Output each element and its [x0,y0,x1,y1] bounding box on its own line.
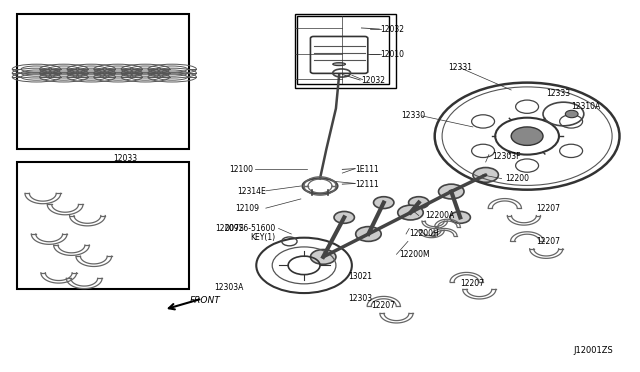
Text: 12200A: 12200A [425,211,454,220]
Text: J12001ZS: J12001ZS [573,346,613,355]
Text: 12303F: 12303F [492,152,520,161]
Text: 12109: 12109 [236,203,259,213]
Text: 12010: 12010 [381,51,404,60]
Bar [297,16,390,84]
Ellipse shape [333,62,346,65]
Text: 12032: 12032 [381,25,404,33]
Circle shape [511,127,543,145]
Circle shape [438,184,464,199]
Text: 12033: 12033 [113,154,138,163]
Text: 12330: 12330 [401,111,425,121]
Circle shape [473,167,499,182]
Text: 12207: 12207 [460,279,484,288]
Text: 12111: 12111 [355,180,379,189]
Text: 12314E: 12314E [237,187,266,196]
Text: 12200: 12200 [505,174,529,183]
Text: 12200M: 12200M [399,250,430,259]
Circle shape [450,211,470,223]
Text: 12207: 12207 [537,203,561,213]
Text: 12303: 12303 [349,294,372,303]
Text: 12333: 12333 [546,89,570,98]
Text: 12310A: 12310A [572,102,601,111]
Text: 12100: 12100 [229,165,253,174]
Bar [17,14,189,149]
Circle shape [565,110,578,118]
Text: 00926-51600: 00926-51600 [224,224,275,233]
Circle shape [397,205,423,220]
Text: 12032: 12032 [362,76,385,85]
Text: 1E111: 1E111 [355,165,379,174]
Circle shape [408,197,429,209]
Text: KEY(1): KEY(1) [250,233,275,242]
Text: 12303A: 12303A [214,283,244,292]
Text: 12207: 12207 [537,237,561,246]
Circle shape [310,250,336,264]
Bar [294,14,396,88]
Circle shape [356,227,381,241]
Text: 12331: 12331 [448,63,472,72]
Text: 12200H: 12200H [409,230,439,238]
Text: 13021: 13021 [349,272,372,281]
Text: 12207S: 12207S [215,224,244,233]
Circle shape [334,211,355,223]
Circle shape [374,197,394,209]
Text: 12207: 12207 [371,301,395,311]
Bar [17,162,189,289]
Text: FRONT: FRONT [190,296,221,305]
